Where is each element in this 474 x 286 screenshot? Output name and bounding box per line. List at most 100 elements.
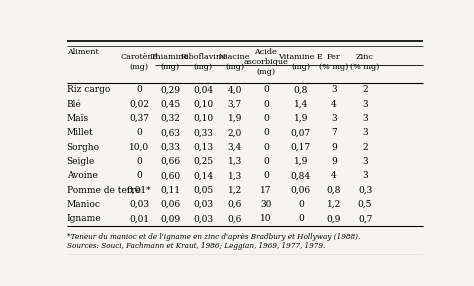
Text: 2: 2 [362,143,368,152]
Text: 0,03: 0,03 [193,214,213,223]
Text: 0,8: 0,8 [327,186,341,195]
Text: Sorgho: Sorgho [66,143,100,152]
Text: Carotène
(mg): Carotène (mg) [120,53,158,71]
Text: 10,0: 10,0 [129,143,149,152]
Text: Igname: Igname [66,214,101,223]
Text: 0: 0 [263,157,269,166]
Text: 3: 3 [362,128,368,137]
Text: 0: 0 [263,86,269,94]
Text: Acide
ascorbique
(mg): Acide ascorbique (mg) [244,48,288,76]
Text: 0: 0 [136,86,142,94]
Text: 0,33: 0,33 [160,143,180,152]
Text: 0: 0 [263,100,269,109]
Text: 0,05: 0,05 [193,186,214,195]
Text: Seigle: Seigle [66,157,95,166]
Text: Aliment: Aliment [66,47,98,55]
Text: Riboflavine
(mg): Riboflavine (mg) [181,53,227,71]
Text: 0,29: 0,29 [160,86,181,94]
Text: 2,0: 2,0 [228,128,242,137]
Text: 0,6: 0,6 [228,200,242,209]
Text: 10: 10 [260,214,272,223]
Text: Blé: Blé [66,100,82,109]
Text: 0,14: 0,14 [193,171,213,180]
Text: 4: 4 [331,171,337,180]
Text: 0: 0 [136,171,142,180]
Text: Pomme de terre: Pomme de terre [66,186,141,195]
Text: 4,0: 4,0 [228,86,242,94]
Text: 0,3: 0,3 [358,186,372,195]
Text: 0,02: 0,02 [129,100,149,109]
Text: 9: 9 [331,157,337,166]
Text: 0,33: 0,33 [193,128,213,137]
Text: 3: 3 [362,171,368,180]
Text: 30: 30 [260,200,272,209]
Text: 1,3: 1,3 [228,157,242,166]
Text: 1,3: 1,3 [228,171,242,180]
Text: Niacine
(mg): Niacine (mg) [219,53,250,71]
Text: *Teneur du manioc et de l'igname en zinc d'après Bradbury et Hollyway (1988).: *Teneur du manioc et de l'igname en zinc… [66,233,360,241]
Text: 0,11: 0,11 [160,186,181,195]
Text: 0,60: 0,60 [160,171,181,180]
Text: 9: 9 [331,143,337,152]
Text: 0,32: 0,32 [160,114,180,123]
Text: 4: 4 [331,100,337,109]
Text: 3: 3 [362,100,368,109]
Text: 3,7: 3,7 [228,100,242,109]
Text: Thiamine
(mg): Thiamine (mg) [151,53,190,71]
Text: 0,25: 0,25 [193,157,213,166]
Text: 1,9: 1,9 [293,114,308,123]
Text: 3,4: 3,4 [228,143,242,152]
Text: 0,10: 0,10 [193,114,213,123]
Text: 0,07: 0,07 [291,128,311,137]
Text: 0: 0 [263,143,269,152]
Text: Millet: Millet [66,128,93,137]
Text: Sources: Souci, Fachmann et Kraut, 1986; Leggian, 1969, 1977, 1979.: Sources: Souci, Fachmann et Kraut, 1986;… [66,242,325,250]
Text: 0,84: 0,84 [291,171,311,180]
Text: 1,2: 1,2 [228,186,242,195]
Text: 0,03: 0,03 [193,200,213,209]
Text: 0,45: 0,45 [160,100,181,109]
Text: 0: 0 [298,200,304,209]
Text: 0,66: 0,66 [160,157,181,166]
Text: 0,37: 0,37 [129,114,149,123]
Text: 0: 0 [263,171,269,180]
Text: 0,13: 0,13 [193,143,213,152]
Text: Manioc: Manioc [66,200,100,209]
Text: Avoine: Avoine [66,171,98,180]
Text: 0: 0 [298,214,304,223]
Text: 3: 3 [331,114,337,123]
Text: 3: 3 [331,86,337,94]
Text: 1,2: 1,2 [327,200,341,209]
Text: 0,10: 0,10 [193,100,213,109]
Text: 1,9: 1,9 [228,114,242,123]
Text: 0,03: 0,03 [129,200,149,209]
Text: 1,9: 1,9 [293,157,308,166]
Text: 0,17: 0,17 [291,143,311,152]
Text: Fer
(% mg): Fer (% mg) [319,53,348,71]
Text: 0: 0 [136,128,142,137]
Text: 0,5: 0,5 [358,200,372,209]
Text: 17: 17 [260,186,272,195]
Text: 0: 0 [136,157,142,166]
Text: 0,06: 0,06 [160,200,181,209]
Text: 0,01: 0,01 [129,214,149,223]
Text: 0,09: 0,09 [160,214,181,223]
Text: Riz cargo: Riz cargo [66,86,110,94]
Text: Vitamine E
(mg): Vitamine E (mg) [278,53,323,71]
Text: 0,01*: 0,01* [127,186,152,195]
Text: 0,04: 0,04 [193,86,213,94]
Text: 0: 0 [263,128,269,137]
Text: Maïs: Maïs [66,114,89,123]
Text: 3: 3 [362,157,368,166]
Text: 0,8: 0,8 [293,86,308,94]
Text: 3: 3 [362,114,368,123]
Text: 2: 2 [362,86,368,94]
Text: 0,7: 0,7 [358,214,372,223]
Text: 0,6: 0,6 [228,214,242,223]
Text: 0,9: 0,9 [327,214,341,223]
Text: 0,63: 0,63 [160,128,181,137]
Text: 0: 0 [263,114,269,123]
Text: 1,4: 1,4 [293,100,308,109]
Text: 7: 7 [331,128,337,137]
Text: 0,06: 0,06 [291,186,311,195]
